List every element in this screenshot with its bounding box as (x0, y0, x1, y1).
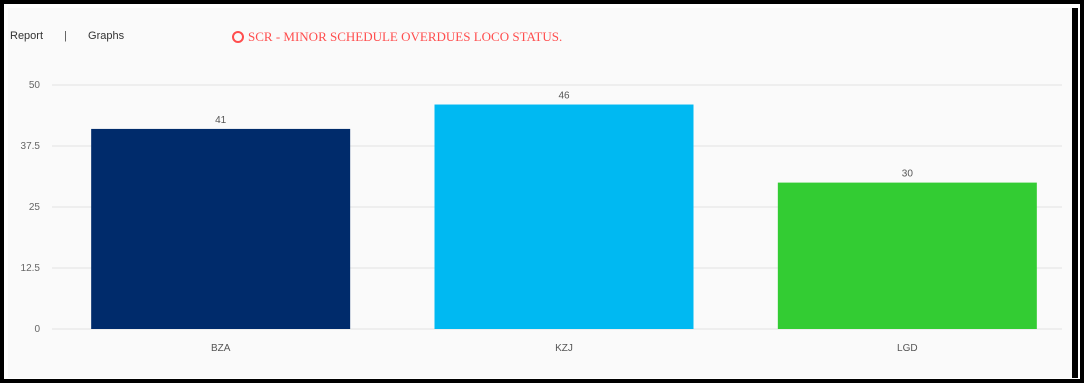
data-label-lgd: 30 (902, 169, 914, 180)
ring-icon (232, 31, 244, 43)
chart-title: SCR - MINOR SCHEDULE OVERDUES LOCO STATU… (232, 29, 562, 45)
view-tabs: Report | Graphs (10, 30, 124, 42)
bar-kzj[interactable] (434, 104, 694, 330)
y-tick-label: 0 (34, 324, 40, 335)
y-tick-label: 25 (29, 202, 41, 213)
data-label-kzj: 46 (558, 91, 570, 102)
tab-graphs[interactable]: Graphs (88, 30, 125, 42)
y-tick-label: 50 (29, 80, 41, 91)
x-tick-label-bza: BZA (211, 343, 231, 354)
bar-lgd[interactable] (777, 182, 1037, 329)
y-tick-label: 12.5 (21, 263, 41, 274)
y-tick-label: 37.5 (21, 141, 41, 152)
chart-title-text: SCR - MINOR SCHEDULE OVERDUES LOCO STATU… (248, 29, 563, 44)
data-label-bza: 41 (215, 115, 227, 126)
tab-separator: | (64, 30, 67, 42)
bar-bza[interactable] (91, 128, 351, 329)
tab-report[interactable]: Report (10, 30, 44, 42)
x-tick-label-lgd: LGD (897, 343, 918, 354)
x-tick-label-kzj: KZJ (555, 343, 573, 354)
